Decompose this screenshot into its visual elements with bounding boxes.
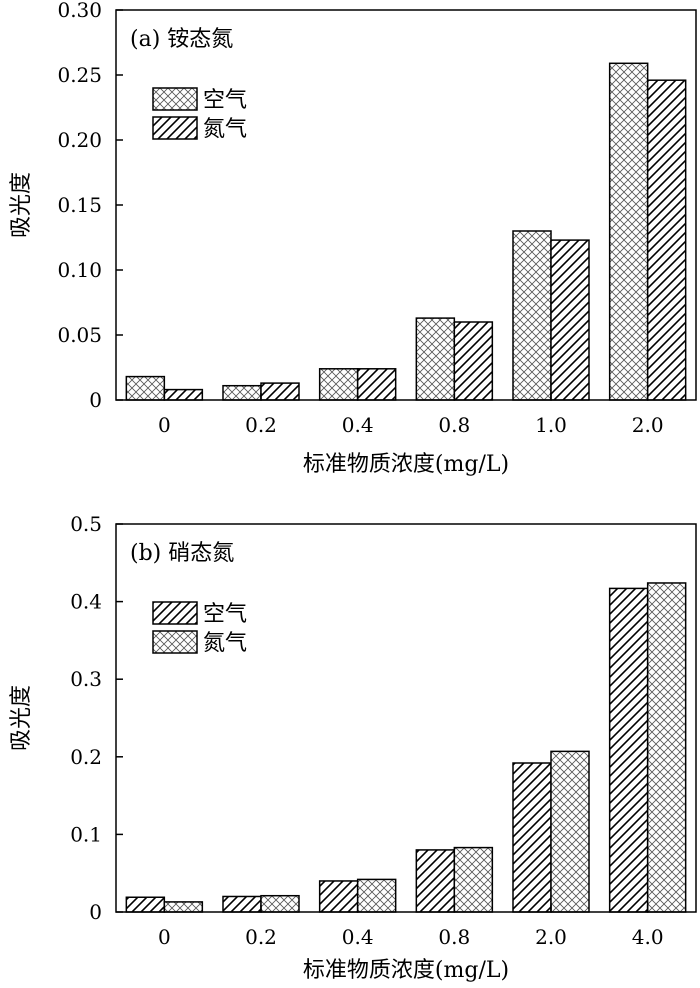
y-tick-label: 0.10 xyxy=(57,258,102,282)
bar-空气-0 xyxy=(125,896,166,913)
x-tick-label: 0.2 xyxy=(245,413,277,437)
x-tick-label: 0.4 xyxy=(342,413,374,437)
chart-panel-a: 0 0.05 0.10 0.15 0.20 0.25 0.30 0 0.2 0.4 0.8 1.0 2.… xyxy=(9,0,697,477)
y-tick-label: 0.15 xyxy=(57,193,102,217)
x-tick-label: 2.0 xyxy=(632,413,664,437)
y-tick-label: 0.2 xyxy=(70,745,102,769)
x-tick-label: 0 xyxy=(158,413,171,437)
y-tick-label: 0.30 xyxy=(57,0,102,22)
bar-氮气-0 xyxy=(163,901,204,913)
y-tick-label: 0 xyxy=(89,388,102,412)
x-tick-label: 0.8 xyxy=(438,925,470,949)
y-tick-label: 0.4 xyxy=(70,590,102,614)
x-axis-title: 标准物质浓度(mg/L) xyxy=(303,452,509,477)
y-axis-title: 吸光度 xyxy=(9,172,34,238)
legend-label: 空气 xyxy=(203,602,247,627)
x-tick-label: 0.2 xyxy=(245,925,277,949)
y-tick-label: 0.5 xyxy=(70,512,102,536)
bar-空气-2.0 xyxy=(512,762,552,913)
x-tick-label: 0.8 xyxy=(438,413,470,437)
x-tick-label: 0 xyxy=(158,925,171,949)
legend-label: 氮气 xyxy=(203,117,247,142)
y-tick-label: 0.1 xyxy=(70,822,102,846)
bar-空气-1.0 xyxy=(512,230,552,401)
legend-swatch-空气 xyxy=(152,601,198,625)
bar-氮气-4.0 xyxy=(646,582,687,913)
x-tick-label: 2.0 xyxy=(535,925,567,949)
bar-空气-0.8 xyxy=(415,849,456,913)
bar-空气-0.4 xyxy=(318,880,359,913)
bar-空气-0.2 xyxy=(222,895,262,913)
bar-氮气-0.2 xyxy=(260,894,300,913)
bar-氮气-1.0 xyxy=(550,239,590,401)
x-tick-label: 4.0 xyxy=(632,925,664,949)
legend-label: 氮气 xyxy=(203,631,247,656)
bar-空气-4.0 xyxy=(608,587,649,913)
x-tick-label: 1.0 xyxy=(535,413,567,437)
bar-氮气-2.0 xyxy=(550,750,590,913)
panel-label: (b) 硝态氮 xyxy=(130,541,234,566)
legend-label: 空气 xyxy=(203,88,247,113)
x-axis-title: 标准物质浓度(mg/L) xyxy=(303,958,509,983)
y-tick-label: 0.3 xyxy=(70,667,102,691)
bar-氮气-2.0 xyxy=(646,79,687,401)
legend-swatch-氮气 xyxy=(152,630,198,654)
bar-氮气-0 xyxy=(163,388,204,401)
y-axis-title: 吸光度 xyxy=(9,685,34,751)
y-tick-label: 0.20 xyxy=(57,128,102,152)
bar-氮气-0.4 xyxy=(356,878,397,913)
bar-空气-0.8 xyxy=(415,317,456,401)
bar-氮气-0.8 xyxy=(453,321,494,401)
bar-空气-2.0 xyxy=(608,62,649,401)
bar-空气-0 xyxy=(125,375,166,401)
plot-frame xyxy=(115,523,697,913)
legend-swatch-氮气 xyxy=(152,116,198,140)
y-tick-label: 0.25 xyxy=(57,63,102,87)
bar-空气-0.2 xyxy=(222,384,262,401)
bar-氮气-0.8 xyxy=(453,846,494,913)
legend-swatch-空气 xyxy=(152,87,198,111)
chart-panel-b: 0 0.1 0.2 0.3 0.4 0.5 0 0.2 0.4 0.8 2.0 4.0 标准物质浓度(m… xyxy=(9,512,697,983)
bar-氮气-0.4 xyxy=(356,368,397,401)
x-tick-label: 0.4 xyxy=(342,925,374,949)
y-tick-label: 0 xyxy=(89,900,102,924)
y-tick-label: 0.05 xyxy=(57,323,102,347)
bar-空气-0.4 xyxy=(318,368,359,401)
panel-label: (a) 铵态氮 xyxy=(130,27,233,52)
bar-氮气-0.2 xyxy=(260,382,300,401)
